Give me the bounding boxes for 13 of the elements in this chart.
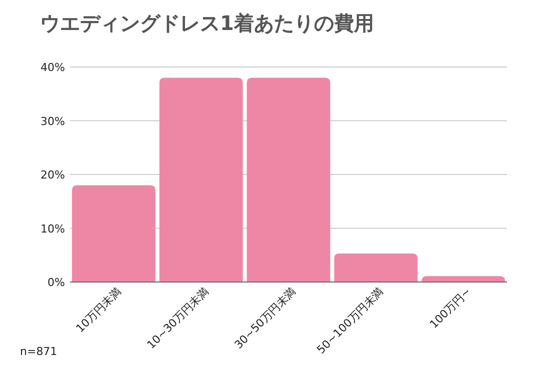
y-tick-label: 20%	[40, 168, 65, 182]
bar	[246, 78, 330, 282]
x-tick-label: 10万円未満	[74, 284, 124, 336]
bar	[422, 276, 505, 282]
chart-title: ウエディングドレス1着あたりの費用	[40, 11, 374, 35]
bar	[72, 185, 156, 282]
y-tick-label: 30%	[40, 114, 65, 128]
bar	[334, 254, 418, 282]
text: n=871	[20, 345, 58, 358]
y-tick-label: 40%	[40, 61, 65, 74]
bar	[159, 78, 243, 282]
y-tick-label: 0%	[48, 276, 65, 289]
y-tick-label: 10%	[40, 222, 65, 236]
